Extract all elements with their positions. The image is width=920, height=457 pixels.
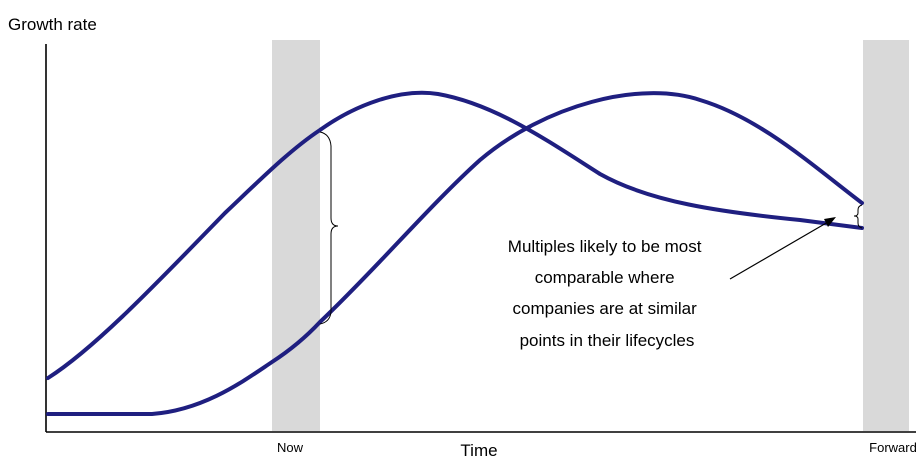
annotation-arrow-line [729,221,829,280]
now-gap-brace [319,131,339,325]
series-b-line [46,91,864,416]
now-band [272,40,320,431]
series-a-line [46,90,864,380]
forward-gap-brace [853,204,863,229]
annotation-text: Multiples likely to be most comparable w… [508,237,706,350]
annotation-line-4: points in their lifecycles [520,331,695,350]
y-axis-label: Growth rate [8,15,97,34]
annotation-line-3: companies are at similar [513,299,698,318]
annotation-arrowhead [824,217,836,227]
forward-band [863,40,909,431]
annotation-line-1: Multiples likely to be most [508,237,702,256]
x-axis-label: Time [460,441,497,457]
forward-marker-label: Forward [869,440,917,455]
annotation-line-2: comparable where [535,268,675,287]
now-marker-label: Now [277,440,304,455]
